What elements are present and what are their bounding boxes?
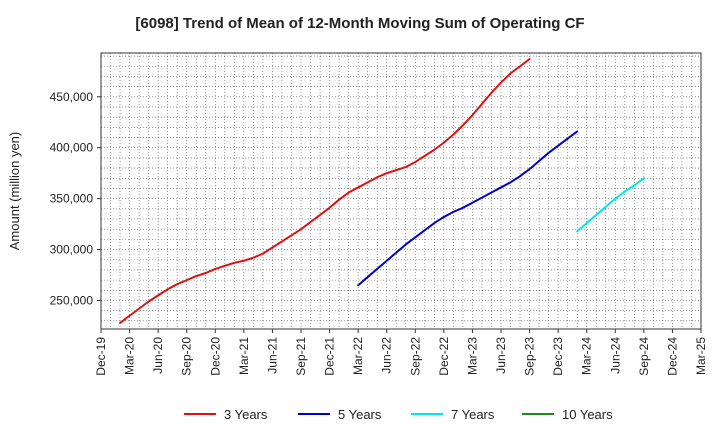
y-axis: 250,000 300,000 350,000 400,000 450,000	[50, 90, 101, 307]
grid-lines	[101, 53, 701, 329]
x-tick-label: Mar-23	[465, 337, 479, 375]
x-axis: Dec-19 Mar-20 Jun-20 Sep-20 Dec-20 Mar-21 Jun-…	[94, 329, 708, 376]
y-axis-label: Amount (million yen)	[7, 132, 22, 251]
legend: 3 Years 5 Years 7 Years 10 Years	[184, 407, 613, 422]
x-tick-label: Sep-24	[637, 337, 651, 376]
y-tick-label: 450,000	[50, 90, 94, 104]
x-tick-label: Mar-25	[694, 337, 708, 375]
y-tick-label: 400,000	[50, 141, 94, 155]
x-tick-label: Dec-21	[323, 337, 337, 376]
y-tick-label: 300,000	[50, 243, 94, 257]
x-tick-label: Dec-23	[551, 337, 565, 376]
series-line-5-years	[357, 130, 579, 287]
series-line-7-years	[576, 177, 645, 233]
x-tick-label: Sep-20	[180, 337, 194, 376]
legend-label-5-years: 5 Years	[338, 407, 382, 422]
legend-label-3-years: 3 Years	[224, 407, 268, 422]
x-tick-label: Jun-21	[265, 337, 279, 374]
x-tick-label: Jun-23	[494, 337, 508, 374]
legend-label-7-years: 7 Years	[451, 407, 495, 422]
x-tick-label: Sep-21	[294, 337, 308, 376]
x-tick-label: Dec-22	[437, 337, 451, 376]
x-tick-label: Sep-23	[523, 337, 537, 376]
x-tick-label: Mar-22	[351, 337, 365, 375]
x-tick-label: Dec-20	[208, 337, 222, 376]
x-tick-label: Dec-24	[665, 337, 679, 376]
series-line-3-years	[119, 58, 531, 324]
x-tick-label: Jun-20	[151, 337, 165, 374]
y-tick-label: 250,000	[50, 293, 94, 307]
series-lines	[119, 58, 645, 324]
x-tick-label: Mar-21	[237, 337, 251, 375]
x-tick-label: Sep-22	[408, 337, 422, 376]
chart-title: [6098] Trend of Mean of 12-Month Moving …	[135, 15, 584, 32]
x-tick-label: Mar-20	[123, 337, 137, 375]
x-tick-label: Jun-24	[608, 337, 622, 374]
y-tick-label: 350,000	[50, 192, 94, 206]
x-tick-label: Dec-19	[94, 337, 108, 376]
x-tick-label: Jun-22	[380, 337, 394, 374]
legend-label-10-years: 10 Years	[562, 407, 613, 422]
plot-area	[100, 52, 702, 330]
x-tick-label: Mar-24	[580, 337, 594, 375]
